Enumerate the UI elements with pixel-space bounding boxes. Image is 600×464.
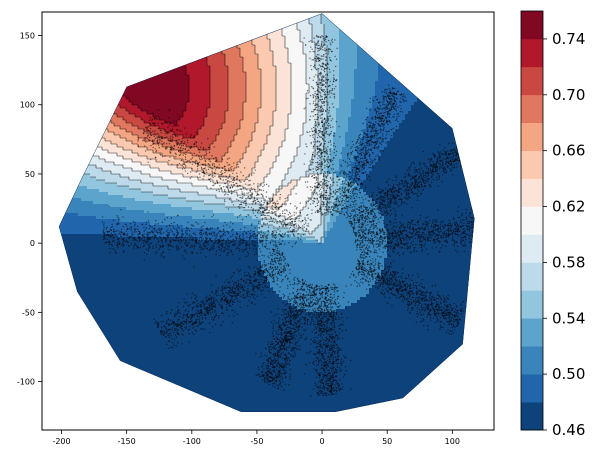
- colorbar-band: [521, 123, 543, 151]
- colorbar-band: [521, 179, 543, 207]
- colorbar-band: [521, 151, 543, 179]
- colorbar-band: [521, 11, 543, 39]
- y-tick-label: 0: [30, 239, 35, 248]
- x-axis: -200 -150 -100 -50 0 50 100: [52, 430, 459, 446]
- colorbar-band: [521, 262, 543, 290]
- colorbar-tick-label: 0.50: [552, 365, 585, 383]
- x-tick-label: -100: [183, 437, 201, 446]
- colorbar-band: [521, 346, 543, 374]
- x-tick-label: -200: [52, 437, 70, 446]
- colorbar-tick-label: 0.54: [552, 309, 585, 327]
- y-axis: -100 -50 0 50 100 150: [17, 32, 42, 387]
- x-tick-label: 50: [382, 437, 392, 446]
- x-tick-label: -50: [250, 437, 263, 446]
- colorbar-tick-label: 0.74: [552, 30, 585, 48]
- colorbar-band: [521, 402, 543, 430]
- colorbar-tick-label: 0.70: [552, 86, 585, 104]
- x-tick-label: -150: [118, 437, 136, 446]
- colorbar-band: [521, 67, 543, 95]
- y-tick-label: 150: [20, 32, 35, 41]
- colorbar-band: [521, 207, 543, 235]
- y-tick-label: -100: [17, 378, 35, 387]
- x-tick-label: 0: [320, 437, 325, 446]
- colorbar-band: [521, 39, 543, 67]
- colorbar-tick-label: 0.62: [552, 198, 585, 216]
- colorbar-band: [521, 318, 543, 346]
- x-tick-label: 100: [445, 437, 460, 446]
- colorbar-tick-label: 0.46: [552, 421, 585, 439]
- y-tick-label: 50: [25, 170, 35, 179]
- colorbar-band: [521, 95, 543, 123]
- colorbar-band: [521, 374, 543, 402]
- colorbar: 0.46 0.50 0.54 0.58 0.62 0.66 0.70 0.74: [521, 11, 585, 439]
- y-tick-label: -50: [22, 308, 35, 317]
- colorbar-tick-label: 0.58: [552, 253, 585, 271]
- y-tick-label: 100: [20, 101, 35, 110]
- colorbar-band: [521, 290, 543, 318]
- colorbar-tick-label: 0.66: [552, 142, 585, 160]
- colorbar-band: [521, 234, 543, 262]
